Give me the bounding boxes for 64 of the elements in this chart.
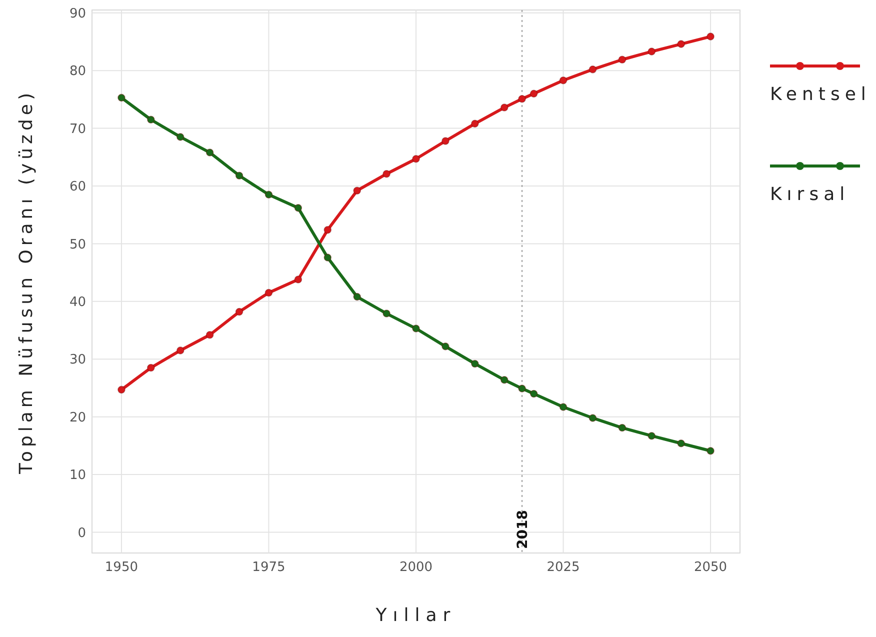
point: [648, 48, 656, 56]
point: [618, 56, 626, 64]
point: [471, 120, 479, 128]
point: [264, 288, 273, 297]
point: [324, 254, 332, 262]
x-tick-label: 1950: [104, 560, 138, 575]
y-tick-label: 30: [69, 352, 86, 368]
point: [500, 104, 508, 112]
point: [500, 376, 508, 384]
legend-label: Kırsal: [770, 184, 850, 205]
point: [677, 439, 685, 448]
y-tick-label: 90: [69, 6, 86, 22]
ref-line-label: 2018: [515, 510, 532, 549]
point: [530, 390, 538, 398]
point: [118, 94, 126, 102]
y-tick-label: 70: [69, 122, 86, 137]
point: [353, 292, 361, 301]
point: [382, 310, 390, 318]
point: [353, 186, 361, 195]
point: [618, 424, 626, 432]
point: [442, 137, 450, 145]
point: [176, 346, 184, 354]
point: [176, 133, 184, 141]
point: [518, 94, 526, 103]
point: [147, 364, 155, 372]
x-axis-title: Yıllar: [374, 605, 456, 626]
point: [235, 172, 244, 180]
point: [324, 226, 332, 234]
y-tick-label: 50: [69, 237, 86, 252]
point: [648, 432, 656, 440]
point: [706, 32, 714, 40]
y-tick-label: 60: [69, 180, 86, 195]
point: [588, 414, 597, 422]
point: [412, 154, 420, 163]
point: [559, 403, 568, 411]
point: [294, 204, 302, 212]
legend-label: Kentsel: [770, 84, 871, 105]
point: [206, 330, 214, 339]
y-axis-title: Toplam Nüfusun Oranı (yüzde): [16, 89, 37, 475]
x-tick-label: 1975: [252, 560, 286, 575]
point: [706, 446, 714, 455]
x-tick-label: 2000: [399, 560, 433, 575]
point: [442, 342, 450, 350]
y-tick-label: 20: [69, 410, 86, 426]
x-tick-label: 2050: [694, 560, 728, 575]
y-tick-label: 80: [69, 64, 86, 80]
point: [118, 386, 126, 394]
point: [294, 276, 302, 284]
point: [235, 308, 244, 316]
point: [530, 90, 538, 98]
point: [588, 66, 597, 74]
point: [471, 360, 479, 368]
point: [518, 384, 526, 392]
point: [147, 116, 155, 124]
y-tick-label: 40: [69, 294, 86, 310]
y-tick-label: 0: [78, 526, 86, 541]
point: [206, 148, 214, 156]
point: [677, 40, 685, 48]
point: [412, 324, 420, 332]
y-tick-label: 10: [69, 468, 86, 484]
point: [559, 76, 568, 84]
x-tick-label: 2025: [546, 560, 580, 575]
point: [382, 170, 390, 178]
point: [264, 190, 273, 199]
